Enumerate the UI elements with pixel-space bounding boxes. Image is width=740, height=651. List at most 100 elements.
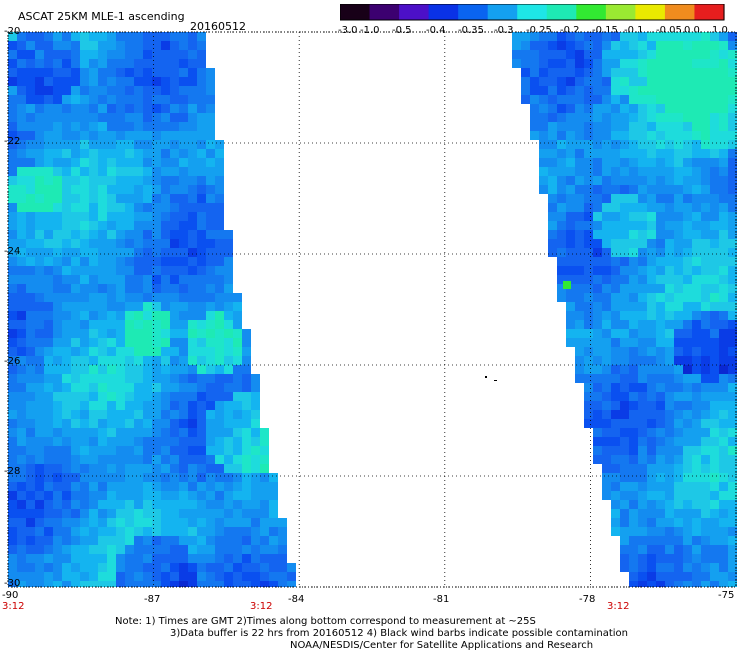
wind-cell: [692, 536, 701, 545]
wind-cell: [710, 428, 719, 437]
wind-cell: [98, 131, 107, 140]
wind-cell: [728, 464, 737, 473]
wind-cell: [620, 203, 629, 212]
wind-cell: [233, 392, 242, 401]
wind-cell: [125, 32, 134, 41]
wind-cell: [197, 464, 206, 473]
wind-cell: [629, 437, 638, 446]
wind-cell: [17, 248, 26, 257]
wind-cell: [647, 302, 656, 311]
wind-cell: [26, 392, 35, 401]
wind-cell: [161, 59, 170, 68]
wind-cell: [62, 428, 71, 437]
wind-cell: [242, 572, 251, 581]
wind-cell: [89, 365, 98, 374]
wind-cell: [53, 95, 62, 104]
wind-cell: [143, 185, 152, 194]
wind-cell: [197, 95, 206, 104]
wind-cell: [566, 149, 575, 158]
wind-cell: [260, 482, 269, 491]
wind-cell: [674, 302, 683, 311]
wind-cell: [8, 275, 17, 284]
wind-cell: [8, 383, 17, 392]
wind-cell: [125, 419, 134, 428]
wind-cell: [116, 365, 125, 374]
wind-cell: [647, 86, 656, 95]
wind-cell: [647, 203, 656, 212]
wind-cell: [152, 167, 161, 176]
wind-cell: [89, 158, 98, 167]
wind-cell: [44, 329, 53, 338]
wind-cell: [44, 392, 53, 401]
wind-cell: [620, 239, 629, 248]
wind-cell: [71, 302, 80, 311]
wind-cell: [638, 41, 647, 50]
wind-cell: [215, 518, 224, 527]
wind-cell: [62, 500, 71, 509]
wind-cell: [602, 131, 611, 140]
wind-cell: [98, 50, 107, 59]
wind-cell: [530, 68, 539, 77]
wind-cell: [53, 212, 62, 221]
wind-cell: [656, 203, 665, 212]
wind-cell: [224, 248, 233, 257]
wind-cell: [629, 311, 638, 320]
wind-cell: [89, 347, 98, 356]
wind-cell: [143, 131, 152, 140]
wind-cell: [116, 95, 125, 104]
wind-cell: [161, 50, 170, 59]
wind-cell: [26, 50, 35, 59]
wind-cell: [674, 293, 683, 302]
wind-cell: [44, 158, 53, 167]
wind-cell: [683, 545, 692, 554]
wind-cell: [647, 329, 656, 338]
wind-cell: [224, 284, 233, 293]
wind-cell: [593, 437, 602, 446]
wind-cell: [656, 302, 665, 311]
wind-cell: [701, 248, 710, 257]
wind-cell: [179, 563, 188, 572]
wind-cell: [152, 572, 161, 581]
wind-cell: [134, 221, 143, 230]
wind-cell: [107, 32, 116, 41]
wind-cell: [170, 464, 179, 473]
wind-cell: [692, 122, 701, 131]
wind-cell: [701, 383, 710, 392]
wind-cell: [80, 383, 89, 392]
wind-cell: [593, 275, 602, 284]
wind-cell: [89, 266, 98, 275]
wind-cell: [17, 221, 26, 230]
wind-cell: [728, 392, 737, 401]
wind-cell: [80, 185, 89, 194]
wind-cell: [116, 509, 125, 518]
wind-cell: [8, 518, 17, 527]
wind-cell: [629, 248, 638, 257]
wind-cell: [107, 59, 116, 68]
wind-cell: [674, 500, 683, 509]
wind-cell: [44, 374, 53, 383]
wind-cell: [602, 356, 611, 365]
wind-cell: [26, 140, 35, 149]
wind-cell: [98, 428, 107, 437]
wind-cell: [80, 86, 89, 95]
wind-cell: [35, 401, 44, 410]
wind-cell: [647, 248, 656, 257]
wind-cell: [566, 203, 575, 212]
wind-cell: [107, 212, 116, 221]
wind-cell: [26, 293, 35, 302]
wind-cell: [593, 374, 602, 383]
wind-cell: [8, 302, 17, 311]
wind-cell: [584, 77, 593, 86]
wind-cell: [53, 500, 62, 509]
wind-cell: [575, 68, 584, 77]
wind-cell: [44, 428, 53, 437]
wind-cell: [80, 68, 89, 77]
wind-cell: [125, 104, 134, 113]
wind-cell: [188, 464, 197, 473]
wind-cell: [665, 527, 674, 536]
wind-cell: [710, 356, 719, 365]
wind-cell: [71, 374, 80, 383]
wind-cell: [224, 518, 233, 527]
wind-cell: [215, 347, 224, 356]
wind-cell: [89, 554, 98, 563]
